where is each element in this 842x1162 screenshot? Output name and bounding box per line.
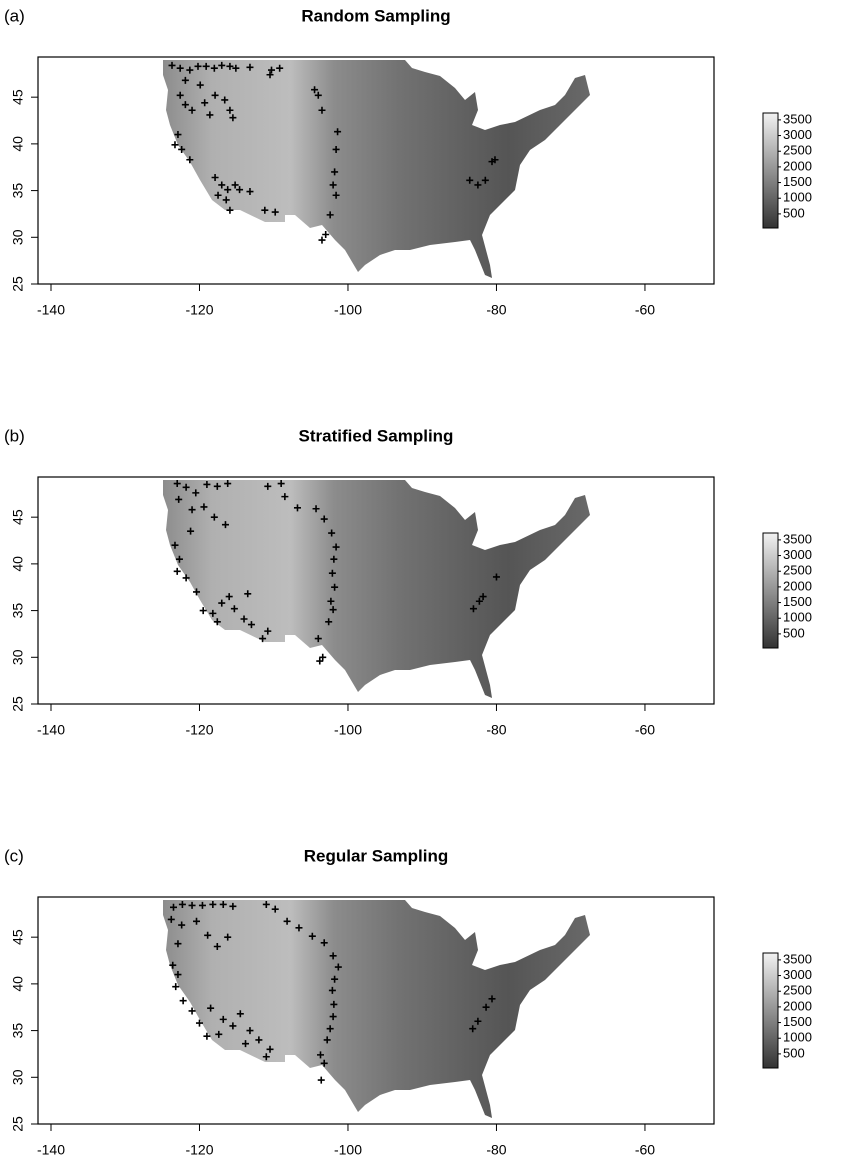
colorbar-tick-label: 500 — [783, 625, 805, 640]
y-tick-label: 45 — [10, 89, 26, 105]
chart-title: Stratified Sampling — [299, 426, 454, 445]
x-tick-label: -60 — [635, 722, 655, 738]
x-tick-label: -100 — [334, 302, 362, 318]
figure: (a) Random Sampling -140 -120 -100 -80 -60 25 30… — [0, 0, 842, 1162]
colorbar-tick-label: 1000 — [783, 610, 812, 625]
x-tick-label: -80 — [486, 1142, 506, 1158]
chart-title: Random Sampling — [301, 6, 450, 25]
sample-point — [318, 1077, 325, 1084]
sample-point — [318, 237, 325, 244]
y-tick-label: 25 — [10, 696, 26, 712]
colorbar-tick-label: 500 — [783, 205, 805, 220]
y-tick-label: 30 — [10, 1069, 26, 1085]
colorbar-tick-label: 500 — [783, 1045, 805, 1060]
y-tick-label: 45 — [10, 509, 26, 525]
y-tick-label: 40 — [10, 976, 26, 992]
y-tick-label: 40 — [10, 136, 26, 152]
panel: (a) Random Sampling -140 -120 -100 -80 -60 25 30… — [4, 6, 812, 317]
y-tick-label: 40 — [10, 556, 26, 572]
colorbar-tick-label: 1500 — [783, 174, 812, 189]
colorbar-tick-label: 3500 — [783, 951, 812, 966]
colorbar-tick-label: 3000 — [783, 547, 812, 562]
colorbar-tick-label: 3000 — [783, 127, 812, 142]
colorbar-tick-label: 3500 — [783, 531, 812, 546]
elevation-map — [163, 60, 590, 278]
x-tick-label: -140 — [37, 1142, 65, 1158]
colorbar — [763, 113, 778, 228]
colorbar-tick-label: 2000 — [783, 578, 812, 593]
panel: (b) Stratified Sampling -140 -120 -100 -80 -60… — [4, 426, 812, 737]
colorbar-tick-label: 1000 — [783, 1030, 812, 1045]
colorbar-tick-label: 2500 — [783, 983, 812, 998]
panel-label: (c) — [4, 846, 24, 865]
colorbar — [763, 953, 778, 1068]
panel-label: (b) — [4, 426, 25, 445]
colorbar-tick-label: 3500 — [783, 111, 812, 126]
x-tick-label: -80 — [486, 302, 506, 318]
colorbar-tick-label: 2000 — [783, 158, 812, 173]
colorbar — [763, 533, 778, 648]
y-tick-label: 25 — [10, 1116, 26, 1132]
colorbar-tick-label: 1500 — [783, 594, 812, 609]
colorbar-tick-label: 3000 — [783, 967, 812, 982]
colorbar-tick-label: 1000 — [783, 190, 812, 205]
x-tick-label: -100 — [334, 722, 362, 738]
y-tick-label: 30 — [10, 229, 26, 245]
y-tick-label: 25 — [10, 276, 26, 292]
y-tick-label: 35 — [10, 603, 26, 619]
elevation-map — [163, 480, 590, 698]
x-tick-label: -120 — [185, 722, 213, 738]
x-tick-label: -60 — [635, 1142, 655, 1158]
x-tick-label: -120 — [185, 1142, 213, 1158]
x-tick-label: -140 — [37, 302, 65, 318]
colorbar-tick-label: 2500 — [783, 563, 812, 578]
panel: (c) Regular Sampling -140 -120 -100 -80 -60 25 3… — [4, 846, 812, 1157]
elevation-map — [163, 900, 590, 1118]
chart-title: Regular Sampling — [304, 846, 449, 865]
y-tick-label: 45 — [10, 929, 26, 945]
x-tick-label: -140 — [37, 722, 65, 738]
x-tick-label: -60 — [635, 302, 655, 318]
colorbar-tick-label: 1500 — [783, 1014, 812, 1029]
panel-label: (a) — [4, 6, 25, 25]
sample-point — [174, 568, 181, 575]
y-tick-label: 35 — [10, 183, 26, 199]
colorbar-tick-label: 2000 — [783, 998, 812, 1013]
sample-point — [180, 997, 187, 1004]
y-tick-label: 35 — [10, 1023, 26, 1039]
x-tick-label: -80 — [486, 722, 506, 738]
y-tick-label: 30 — [10, 649, 26, 665]
colorbar-tick-label: 2500 — [783, 143, 812, 158]
x-tick-label: -120 — [185, 302, 213, 318]
x-tick-label: -100 — [334, 1142, 362, 1158]
